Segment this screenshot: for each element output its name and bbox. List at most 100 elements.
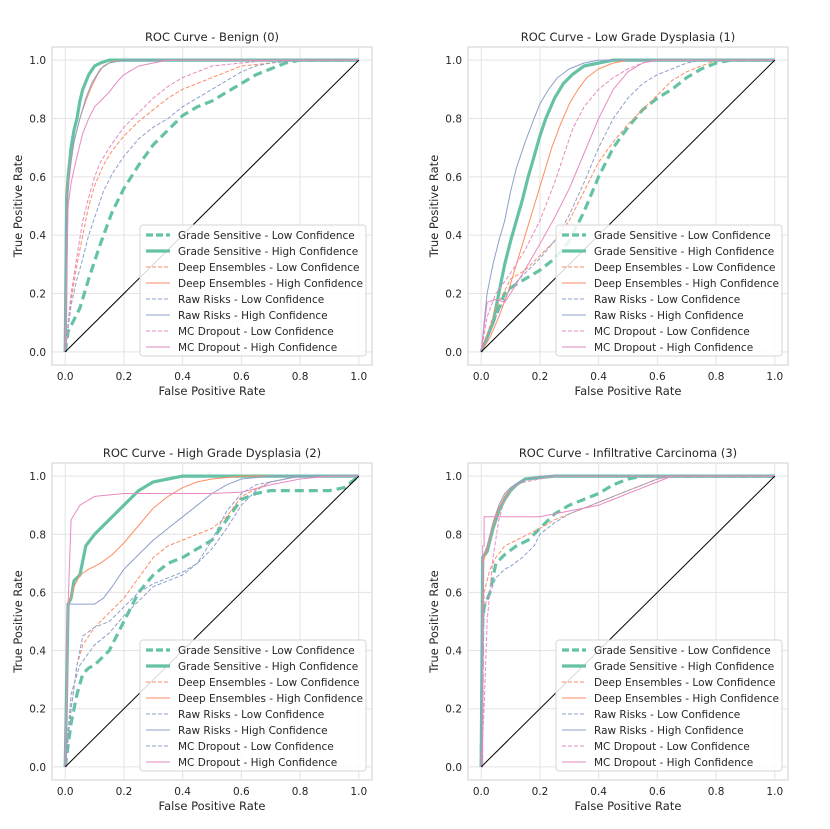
x-tick-label: 0.4 [590,371,607,383]
roc-series-line [480,475,775,767]
roc-series-line [480,59,775,353]
y-tick-label: 0.0 [445,762,462,774]
x-tick-label: 0.6 [233,371,250,383]
y-tick-label: 0.6 [445,587,462,599]
x-tick-label: 0.2 [116,371,133,383]
legend-entry: Raw Risks - High Confidence [594,310,744,322]
roc-series-line [64,475,359,767]
legend-entry: MC Dropout - Low Confidence [178,326,334,338]
legend-entry: Raw Risks - High Confidence [178,725,328,737]
x-tick-label: 0.8 [292,371,309,383]
legend-entry: Raw Risks - Low Confidence [594,709,740,721]
roc-series-line [480,475,775,767]
legend-box [139,224,367,357]
legend-box [555,224,783,357]
x-tick-label: 0.0 [473,786,490,798]
x-tick-label: 0.2 [532,371,549,383]
roc-series-line [480,475,775,767]
x-axis-label: False Positive Rate [575,799,682,813]
y-tick-label: 0.0 [29,762,46,774]
legend-entry: Deep Ensembles - High Confidence [178,693,363,705]
y-tick-label: 0.8 [29,529,46,541]
y-tick-label: 0.8 [29,113,46,125]
roc-series-line [64,59,359,352]
y-tick-label: 0.6 [29,172,46,184]
y-tick-label: 0.0 [29,347,46,359]
legend-entry: Grade Sensitive - Low Confidence [178,645,355,657]
diagonal-reference-line [480,59,776,353]
legend-entry: Grade Sensitive - High Confidence [178,246,358,258]
x-tick-label: 1.0 [350,371,367,383]
legend-entry: Deep Ensembles - Low Confidence [594,262,775,274]
diagonal-reference-line [64,59,360,353]
x-tick-label: 0.8 [708,786,725,798]
x-axis-label: False Positive Rate [159,799,266,813]
x-tick-label: 0.6 [649,371,666,383]
chart-title: ROC Curve - Infiltrative Carcinoma (3) [519,446,737,460]
roc-series-line [480,59,775,352]
legend-entry: Grade Sensitive - High Confidence [178,661,358,673]
y-tick-label: 1.0 [445,471,462,483]
roc-series-line [64,59,359,352]
roc-series-line [63,58,359,352]
legend-entry: Deep Ensembles - Low Confidence [178,677,359,689]
diagonal-reference-line [480,475,776,768]
y-tick-label: 0.4 [445,230,462,242]
roc-series-line [480,59,775,352]
y-tick-label: 0.8 [445,113,462,125]
roc-series-line [64,475,359,767]
roc-series-line [64,475,359,767]
y-tick-label: 0.2 [29,289,46,301]
y-tick-label: 0.4 [29,230,46,242]
legend-entry: MC Dropout - High Confidence [594,757,753,769]
legend-entry: Deep Ensembles - Low Confidence [594,677,775,689]
legend-entry: Deep Ensembles - High Confidence [594,278,779,290]
x-tick-label: 0.0 [473,371,490,383]
legend-entry: Grade Sensitive - High Confidence [594,661,774,673]
x-tick-label: 0.0 [57,371,74,383]
roc-series-line [63,58,359,353]
roc-series-line [64,59,359,352]
roc-series-line [479,58,775,353]
legend-entry: Deep Ensembles - Low Confidence [178,262,359,274]
legend-entry: MC Dropout - Low Confidence [594,741,750,753]
y-tick-label: 0.4 [29,646,46,658]
legend-entry: Raw Risks - High Confidence [594,725,744,737]
legend-entry: MC Dropout - High Confidence [178,757,337,769]
y-tick-label: 0.6 [445,172,462,184]
x-tick-label: 0.2 [116,786,133,798]
x-tick-label: 0.2 [532,786,549,798]
legend-entry: MC Dropout - High Confidence [178,342,337,354]
y-axis-label: True Positive Rate [427,155,441,258]
legend-entry: Raw Risks - Low Confidence [594,294,740,306]
x-axis-label: False Positive Rate [575,384,682,398]
y-tick-label: 1.0 [29,471,46,483]
roc-series-line [64,475,359,767]
roc-series-line [63,474,360,768]
x-tick-label: 0.8 [708,371,725,383]
roc-series-line [64,59,359,352]
x-tick-label: 1.0 [766,371,783,383]
roc-series-line [480,59,775,352]
legend-box [555,639,783,772]
y-tick-label: 1.0 [445,55,462,67]
chart-title: ROC Curve - Low Grade Dysplasia (1) [521,30,736,44]
y-tick-label: 0.2 [29,704,46,716]
x-tick-label: 0.6 [233,786,250,798]
roc-panel-0: 0.0 0.0 0.2 0.2 0.4 0.4 0.6 0.6 0.8 0.8 1.0 1.0 ROC … [11,30,373,398]
roc-series-line [480,59,775,353]
x-tick-label: 0.4 [590,786,607,798]
roc-panel-1: 0.0 0.0 0.2 0.2 0.4 0.4 0.6 0.6 0.8 0.8 1.0 1.0 ROC … [427,30,789,398]
roc-panel-3: 0.0 0.0 0.2 0.2 0.4 0.4 0.6 0.6 0.8 0.8 1.0 1.0 ROC … [427,446,789,813]
x-tick-label: 1.0 [766,786,783,798]
x-tick-label: 0.0 [57,786,74,798]
roc-series-line [64,475,359,767]
y-tick-label: 0.2 [445,704,462,716]
y-axis-label: True Positive Rate [11,155,25,258]
legend-entry: Raw Risks - Low Confidence [178,709,324,721]
x-axis-label: False Positive Rate [159,384,266,398]
chart-title: ROC Curve - High Grade Dysplasia (2) [103,446,321,460]
legend-entry: Grade Sensitive - High Confidence [594,246,774,258]
y-tick-label: 0.4 [445,646,462,658]
